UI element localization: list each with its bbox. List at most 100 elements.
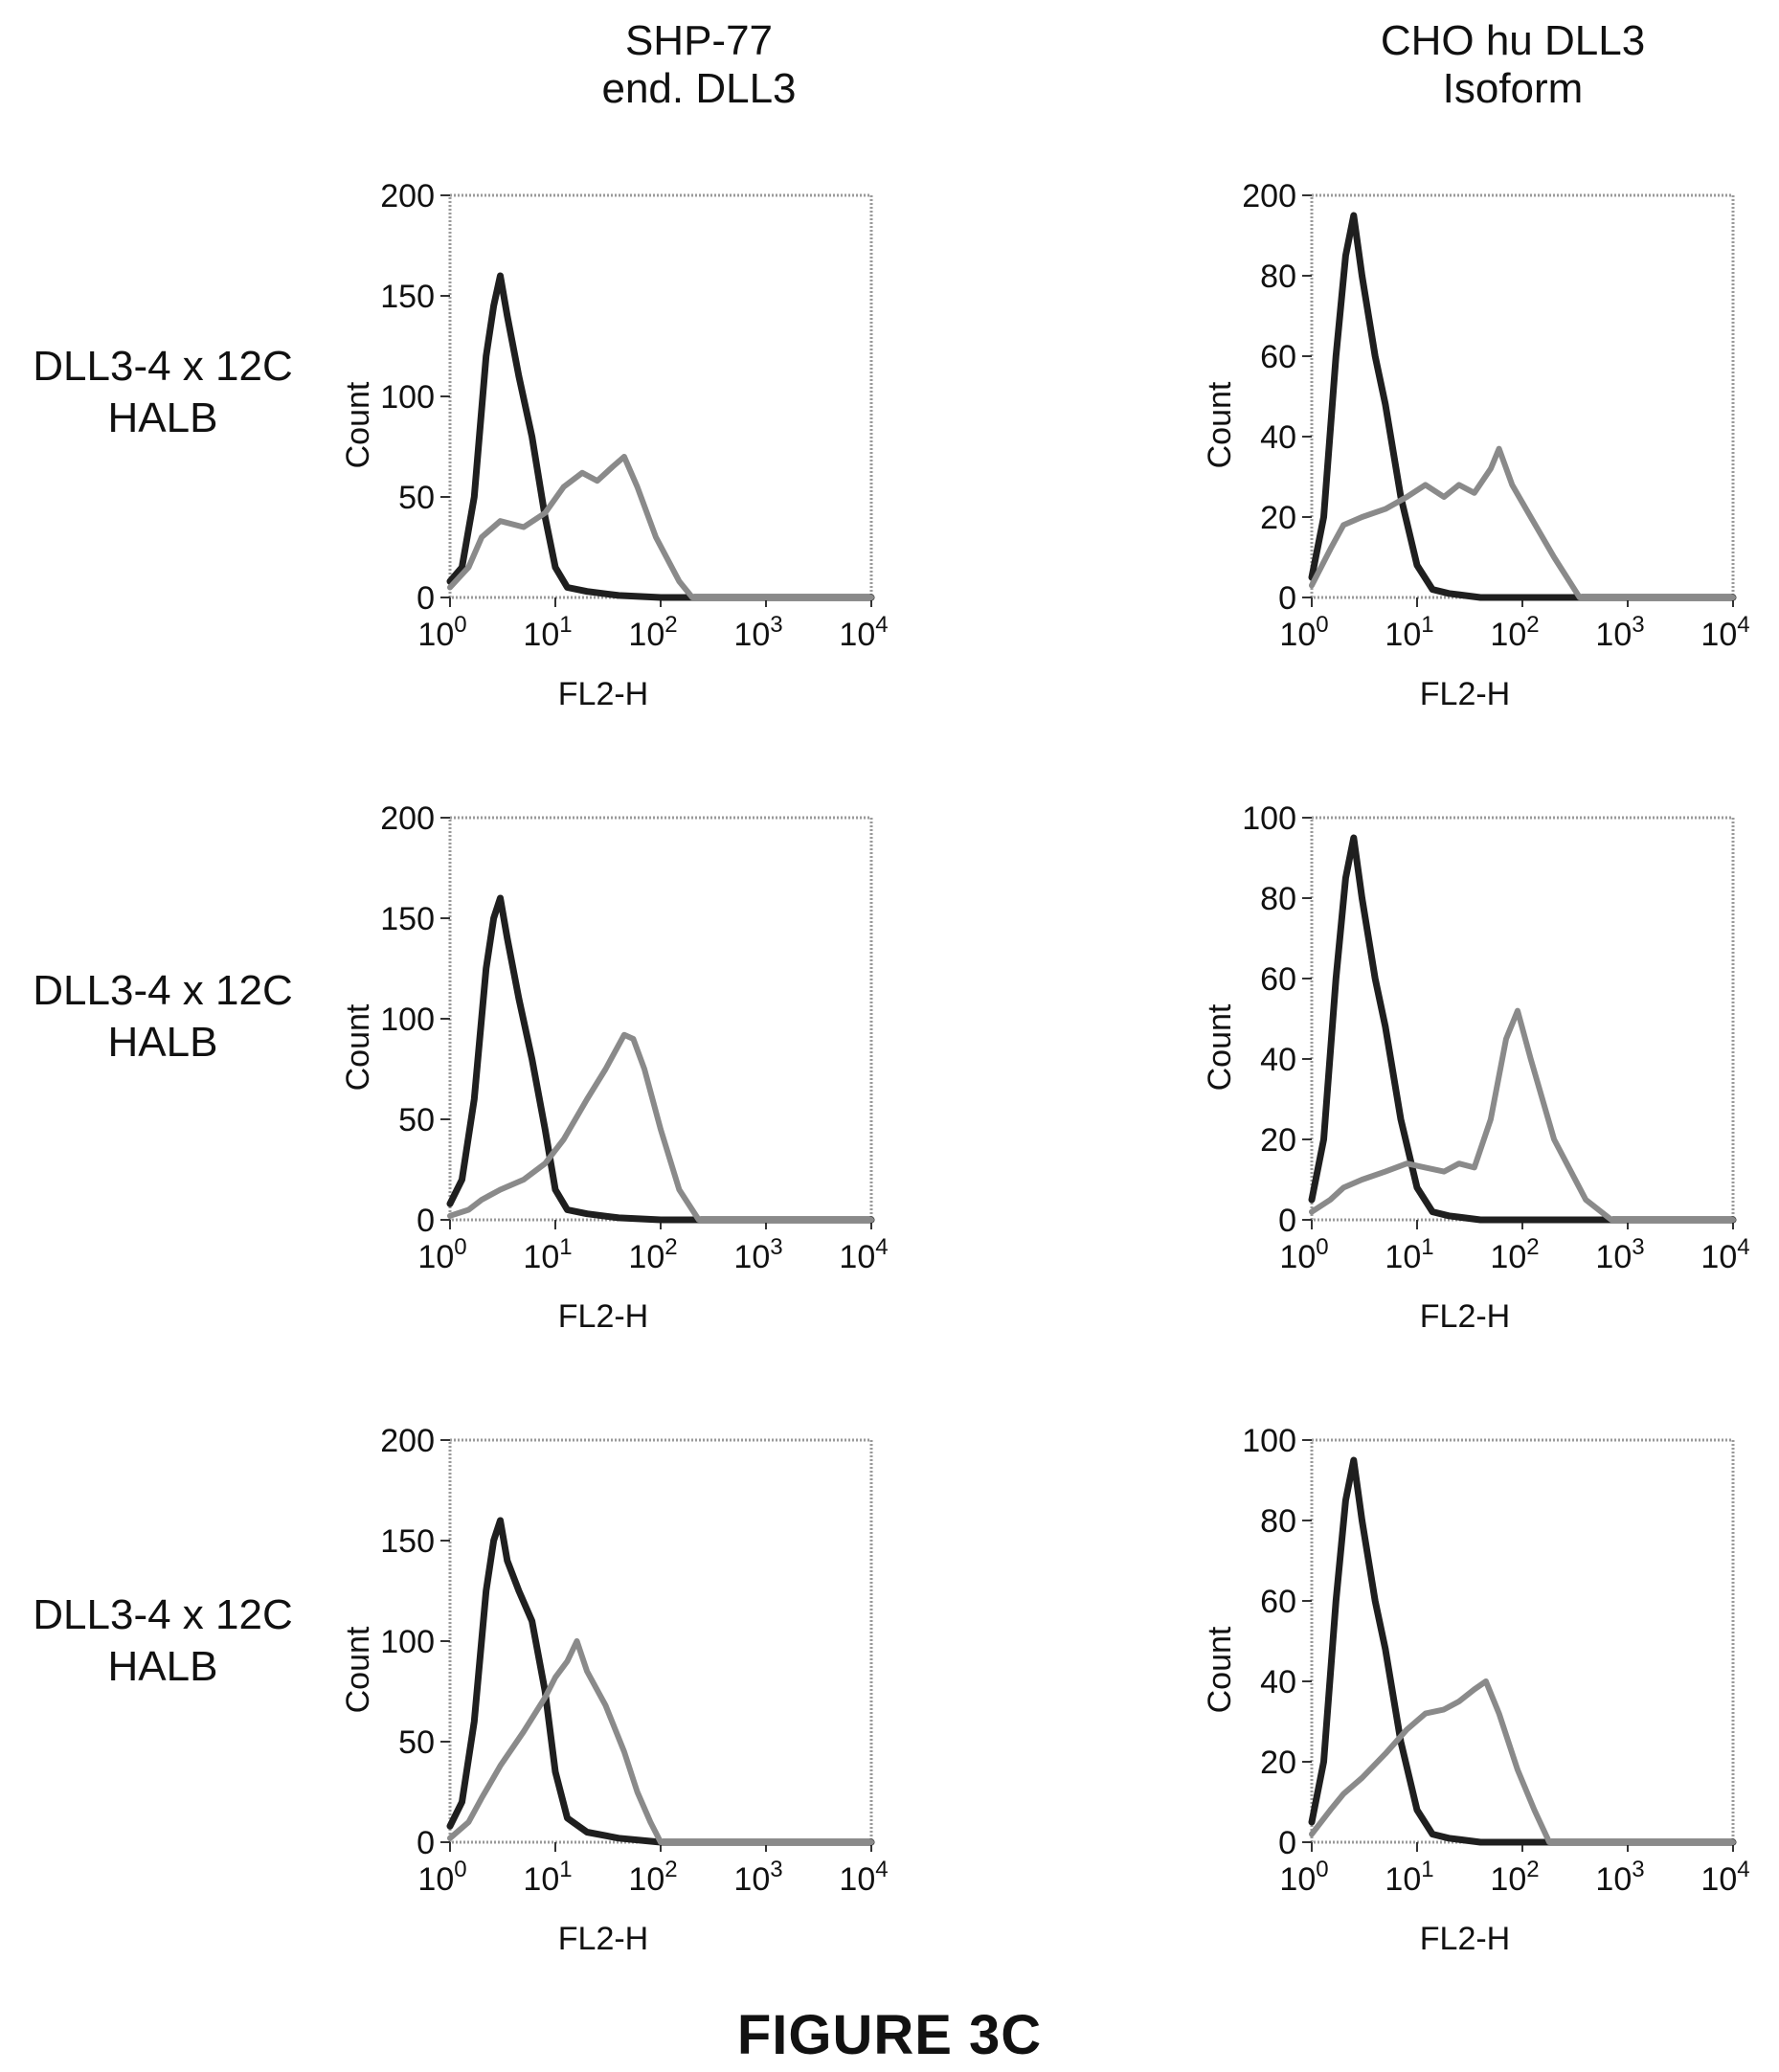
y-tick-label: 80 xyxy=(1260,259,1296,295)
x-tick-label: 102 xyxy=(1490,1857,1539,1898)
row-label-line1: DLL3-4 x 12C xyxy=(33,1591,293,1638)
y-tick-label: 50 xyxy=(398,1724,435,1761)
y-axis-label: Count xyxy=(340,1003,376,1091)
plot-frame xyxy=(448,816,873,1222)
x-tick-label: 104 xyxy=(1700,612,1749,653)
x-tick-label: 100 xyxy=(417,1234,466,1275)
x-tick-label: 104 xyxy=(839,1234,888,1275)
control-histogram-line xyxy=(446,1517,875,1846)
control-histogram-line xyxy=(446,894,875,1224)
x-tick-label: 101 xyxy=(1385,612,1433,653)
y-axis-label: Count xyxy=(1202,1003,1238,1091)
y-tick-label: 150 xyxy=(380,279,435,315)
y-tick-label: 0 xyxy=(417,1203,435,1239)
x-tick-label: 103 xyxy=(1595,612,1644,653)
x-tick-label: 102 xyxy=(628,1857,677,1898)
x-tick-label: 102 xyxy=(1490,1234,1539,1275)
x-tick-label: 101 xyxy=(523,1234,572,1275)
row-label-line1: DLL3-4 x 12C xyxy=(33,343,293,390)
x-tick-label: 101 xyxy=(1385,1234,1433,1275)
y-tick-label: 40 xyxy=(1260,1042,1296,1078)
x-tick-label: 104 xyxy=(839,1857,888,1898)
control-histogram-line xyxy=(1308,1456,1737,1846)
y-tick-label: 200 xyxy=(380,178,435,214)
y-tick-label: 80 xyxy=(1260,1503,1296,1540)
column-header-line1: SHP-77 xyxy=(624,17,774,64)
y-tick-label: 20 xyxy=(1260,1122,1296,1159)
x-axis-label: FL2-H xyxy=(1420,1298,1510,1335)
y-tick-label: 200 xyxy=(380,1423,435,1459)
y-axis-label: Count xyxy=(340,381,376,468)
x-tick-label: 101 xyxy=(523,1857,572,1898)
histogram-panel: 0 50 100 150 200 100 101 102 103 104 FL2-H Count xyxy=(340,1423,889,1957)
y-tick-label: 0 xyxy=(1278,1203,1296,1239)
y-tick-label: 200 xyxy=(1242,178,1296,214)
x-tick-label: 104 xyxy=(1700,1857,1749,1898)
control-histogram-line xyxy=(446,272,875,601)
row-label-line2: HALB xyxy=(107,394,218,441)
y-tick-label: 150 xyxy=(380,1523,435,1560)
y-tick-label: 40 xyxy=(1260,1664,1296,1700)
x-tick-label: 104 xyxy=(1700,1234,1749,1275)
y-tick-label: 20 xyxy=(1260,1745,1296,1781)
y-tick-label: 40 xyxy=(1260,419,1296,456)
column-header-shp77: SHP-77 end. DLL3 xyxy=(498,17,900,113)
y-tick-label: 0 xyxy=(1278,1825,1296,1861)
y-tick-label: 60 xyxy=(1260,961,1296,998)
column-header-cho: CHO hu DLL3 Isoform xyxy=(1312,17,1714,113)
y-tick-label: 100 xyxy=(1242,800,1296,837)
histogram-panel: 0 20 40 60 80 200 100 101 102 103 104 FL2-H Count xyxy=(1202,178,1750,712)
y-tick-label: 0 xyxy=(417,580,435,617)
column-header-line1: CHO hu DLL3 xyxy=(1380,17,1646,64)
y-tick-label: 100 xyxy=(380,379,435,416)
y-tick-label: 150 xyxy=(380,901,435,937)
row-label-line1: DLL3-4 x 12C xyxy=(33,967,293,1014)
y-axis-label: Count xyxy=(1202,1626,1238,1713)
y-axis-label: Count xyxy=(340,1626,376,1713)
x-tick-label: 103 xyxy=(1595,1857,1644,1898)
row-label-1: DLL3-4 x 12C HALB xyxy=(0,341,326,444)
x-tick-label: 100 xyxy=(1279,1857,1328,1898)
y-tick-label: 20 xyxy=(1260,500,1296,536)
control-histogram-line xyxy=(1308,834,1737,1224)
x-tick-label: 100 xyxy=(417,612,466,653)
row-label-line2: HALB xyxy=(107,1019,218,1066)
x-tick-label: 103 xyxy=(733,1234,782,1275)
x-axis-label: FL2-H xyxy=(558,1298,648,1335)
stained-histogram-line xyxy=(1309,445,1736,600)
stained-histogram-line xyxy=(1309,1678,1736,1845)
column-header-line2: Isoform xyxy=(1442,65,1584,112)
stained-histogram-line xyxy=(447,454,874,600)
x-axis-label: FL2-H xyxy=(1420,676,1510,712)
y-tick-label: 60 xyxy=(1260,339,1296,375)
y-tick-label: 0 xyxy=(417,1825,435,1861)
figure-caption: FIGURE 3C xyxy=(736,2004,1043,2066)
x-tick-label: 100 xyxy=(1279,612,1328,653)
x-tick-label: 102 xyxy=(628,612,677,653)
x-tick-label: 103 xyxy=(1595,1234,1644,1275)
plot-frame xyxy=(448,1438,873,1844)
y-tick-label: 80 xyxy=(1260,881,1296,917)
control-histogram-line xyxy=(1308,212,1737,601)
y-tick-label: 100 xyxy=(380,1624,435,1660)
x-axis-label: FL2-H xyxy=(1420,1921,1510,1957)
plot-frame xyxy=(1310,193,1735,599)
row-label-2: DLL3-4 x 12C HALB xyxy=(0,965,326,1069)
column-header-line2: end. DLL3 xyxy=(601,65,797,112)
histogram-panel: 0 50 100 150 200 100 101 102 103 104 FL2-H Count xyxy=(340,178,889,712)
x-tick-label: 104 xyxy=(839,612,888,653)
x-tick-label: 100 xyxy=(417,1857,466,1898)
x-tick-label: 102 xyxy=(628,1234,677,1275)
x-tick-label: 101 xyxy=(1385,1857,1433,1898)
y-tick-label: 50 xyxy=(398,480,435,516)
histogram-panel: 0 20 40 60 80 100 100 101 102 103 104 FL2-H Count xyxy=(1202,800,1750,1335)
x-tick-label: 102 xyxy=(1490,612,1539,653)
x-tick-label: 100 xyxy=(1279,1234,1328,1275)
x-tick-label: 101 xyxy=(523,612,572,653)
y-tick-label: 100 xyxy=(1242,1423,1296,1459)
plot-frame xyxy=(448,193,873,599)
x-tick-label: 103 xyxy=(733,612,782,653)
stained-histogram-line xyxy=(447,1031,874,1223)
x-tick-label: 103 xyxy=(733,1857,782,1898)
stained-histogram-line xyxy=(1309,1007,1736,1223)
